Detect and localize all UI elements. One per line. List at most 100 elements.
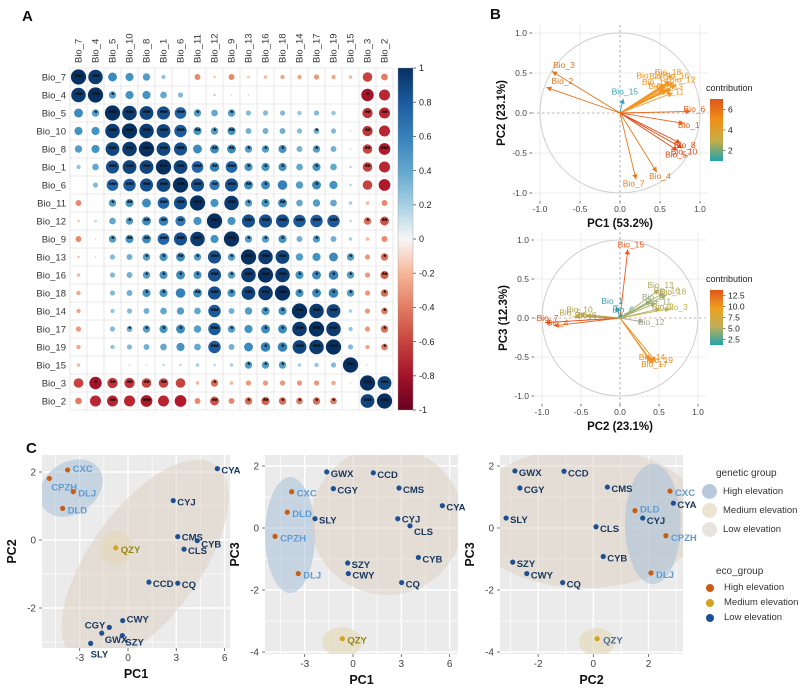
svg-text:Bio_13: Bio_13 <box>36 252 66 263</box>
svg-text:-1: -1 <box>419 405 427 415</box>
svg-text:-0.6: -0.6 <box>419 337 435 347</box>
svg-text:**: ** <box>110 397 117 406</box>
svg-text:Bio_13: Bio_13 <box>647 280 674 290</box>
svg-text:-0.4: -0.4 <box>419 303 435 313</box>
svg-text:10.0: 10.0 <box>728 302 745 312</box>
svg-text:Bio_19: Bio_19 <box>36 342 66 353</box>
svg-text:*: * <box>213 379 217 388</box>
svg-text:1: 1 <box>419 63 424 73</box>
svg-text:CCD: CCD <box>377 470 398 481</box>
svg-text:5.0: 5.0 <box>728 324 740 334</box>
svg-text:Bio_18: Bio_18 <box>36 288 66 299</box>
svg-text:***: *** <box>211 217 220 226</box>
svg-text:CYB: CYB <box>607 554 627 565</box>
svg-text:*: * <box>162 271 166 280</box>
svg-text:***: *** <box>177 127 186 136</box>
svg-text:*: * <box>162 253 166 262</box>
svg-text:**: ** <box>229 145 236 154</box>
svg-text:6: 6 <box>222 653 228 664</box>
svg-text:0.0: 0.0 <box>517 313 529 323</box>
svg-text:***: *** <box>194 163 203 172</box>
svg-text:*: * <box>247 145 251 154</box>
svg-text:***: *** <box>330 217 339 226</box>
svg-text:QZY: QZY <box>121 545 141 556</box>
svg-text:*: * <box>247 397 251 406</box>
svg-text:2: 2 <box>646 659 652 670</box>
svg-text:***: *** <box>160 109 169 118</box>
svg-text:Bio_4: Bio_4 <box>42 90 66 101</box>
svg-text:***: *** <box>296 307 305 316</box>
svg-text:*: * <box>315 181 319 190</box>
svg-text:CCD: CCD <box>568 468 589 479</box>
svg-text:*: * <box>111 91 115 100</box>
svg-text:PC2: PC2 <box>579 673 603 687</box>
svg-text:Bio_10: Bio_10 <box>36 126 66 137</box>
svg-text:*: * <box>298 271 302 280</box>
svg-text:*: * <box>298 397 302 406</box>
svg-text:6: 6 <box>447 659 453 670</box>
svg-text:Bio_12: Bio_12 <box>638 317 665 327</box>
svg-text:-0.5: -0.5 <box>512 148 527 158</box>
svg-text:Bio_8: Bio_8 <box>575 310 597 320</box>
svg-text:-0.5: -0.5 <box>514 352 529 362</box>
svg-text:*: * <box>145 271 149 280</box>
svg-text:**: ** <box>127 235 134 244</box>
svg-text:DLJ: DLJ <box>78 489 96 500</box>
svg-text:Bio_13: Bio_13 <box>244 33 255 63</box>
legend-item-genetic-medium: Medium elevation <box>702 503 804 518</box>
svg-text:***: *** <box>75 73 84 82</box>
svg-text:***: *** <box>262 271 271 280</box>
svg-text:Bio_16: Bio_16 <box>261 33 272 63</box>
svg-text:***: *** <box>92 73 101 82</box>
svg-text:***: *** <box>177 181 186 190</box>
svg-text:CCD: CCD <box>153 579 174 590</box>
svg-text:CWY: CWY <box>352 571 375 582</box>
svg-text:***: *** <box>160 145 169 154</box>
svg-text:***: *** <box>279 253 288 262</box>
svg-text:CYJ: CYJ <box>177 498 195 509</box>
svg-text:Bio_8: Bio_8 <box>674 140 696 150</box>
eco-low-dot-icon <box>706 613 714 622</box>
svg-text:Bio_9: Bio_9 <box>642 292 664 302</box>
svg-text:**: ** <box>382 271 389 280</box>
svg-text:***: *** <box>194 181 203 190</box>
svg-text:***: *** <box>211 307 220 316</box>
svg-text:*: * <box>315 163 319 172</box>
svg-text:PC3: PC3 <box>228 542 242 566</box>
svg-text:***: *** <box>279 217 288 226</box>
panel-a-correlation-matrix: *** ****** *** * ** *** *** *** *** *** * * ** ***** *… <box>36 33 435 415</box>
svg-text:***: *** <box>211 343 220 352</box>
svg-text:Bio_3: Bio_3 <box>666 302 688 312</box>
svg-text:CXC: CXC <box>73 464 93 475</box>
svg-text:***: *** <box>262 253 271 262</box>
svg-text:**: ** <box>127 199 134 208</box>
panel-b-pca-biplots: Bio_3Bio_2Bio_15Bio_19Bio_9Bio_18Bio_16B… <box>496 25 753 433</box>
svg-text:*: * <box>264 307 268 316</box>
svg-text:Bio_5: Bio_5 <box>559 308 581 318</box>
svg-text:CGY: CGY <box>524 485 545 496</box>
svg-text:DLD: DLD <box>68 505 88 516</box>
svg-text:Bio_1: Bio_1 <box>678 120 700 130</box>
svg-text:Bio_18: Bio_18 <box>278 33 289 63</box>
svg-text:CGY: CGY <box>85 620 106 631</box>
svg-text:*: * <box>247 235 251 244</box>
legend-item-genetic-low: Low elevation <box>702 522 804 537</box>
svg-text:-2: -2 <box>250 586 259 597</box>
svg-text:-0.5: -0.5 <box>573 204 588 214</box>
svg-text:3: 3 <box>174 653 180 664</box>
svg-text:CYA: CYA <box>221 466 240 477</box>
svg-text:*: * <box>264 163 268 172</box>
svg-text:-0.5: -0.5 <box>574 407 589 417</box>
svg-text:4: 4 <box>728 125 733 135</box>
svg-text:*: * <box>162 325 166 334</box>
svg-text:***: *** <box>381 145 390 154</box>
svg-text:***: *** <box>109 127 118 136</box>
svg-text:**: ** <box>144 217 151 226</box>
svg-text:PC1 (53.2%): PC1 (53.2%) <box>587 218 653 230</box>
svg-text:***: *** <box>92 91 101 100</box>
svg-text:*: * <box>366 217 370 226</box>
svg-text:1.0: 1.0 <box>515 28 527 38</box>
svg-text:Bio_10: Bio_10 <box>125 33 136 63</box>
svg-text:Bio_11: Bio_11 <box>37 198 66 209</box>
